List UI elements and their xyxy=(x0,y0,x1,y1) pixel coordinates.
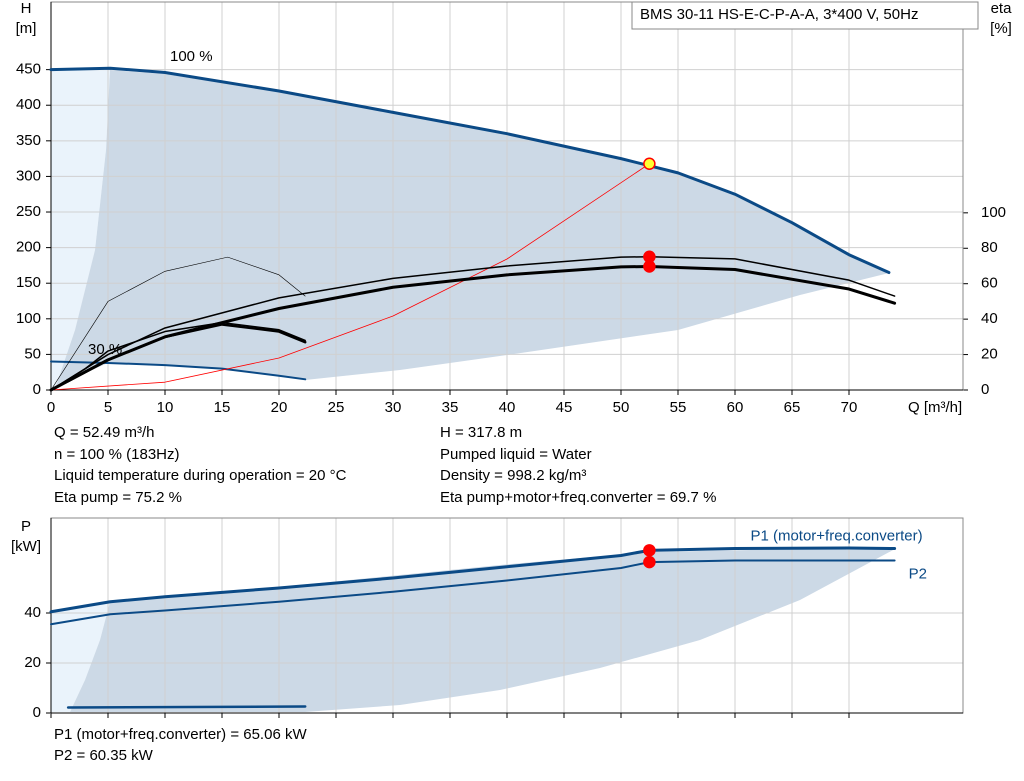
y-tick-label: 450 xyxy=(16,61,41,78)
curve xyxy=(50,360,307,381)
y-axis-label: P xyxy=(21,518,31,535)
info-text: Eta pump = 75.2 % xyxy=(54,489,182,506)
y-tick-label: 40 xyxy=(24,604,41,621)
info-text: Eta pump+motor+freq.converter = 69.7 % xyxy=(440,489,716,506)
y-tick-label: 100 xyxy=(16,310,41,327)
info-text: Pumped liquid = Water xyxy=(440,446,592,463)
y-axis-unit: [m] xyxy=(16,20,37,37)
y-tick-label: 0 xyxy=(33,704,41,721)
y-tick-label: 0 xyxy=(33,381,41,398)
curve xyxy=(50,256,896,391)
y2-tick-label: 80 xyxy=(981,239,998,256)
duty-point xyxy=(643,555,656,569)
y-tick-label: 150 xyxy=(16,274,41,291)
y-axis-unit: [kW] xyxy=(11,538,41,555)
x-tick-label: 20 xyxy=(271,399,288,416)
y2-tick-label: 0 xyxy=(981,381,989,398)
y-tick-label: 350 xyxy=(16,132,41,149)
x-tick-label: 30 xyxy=(385,399,402,416)
curve xyxy=(66,705,307,709)
x-tick-label: 60 xyxy=(727,399,744,416)
info-text: Q = 52.49 m³/h xyxy=(54,424,154,441)
chart-title: BMS 30-11 HS-E-C-P-A-A, 3*400 V, 50Hz xyxy=(640,6,918,23)
x-tick-label: 65 xyxy=(784,399,801,416)
x-tick-label: 10 xyxy=(157,399,174,416)
y-tick-label: 300 xyxy=(16,167,41,184)
x-tick-label: 45 xyxy=(556,399,573,416)
background-layer xyxy=(51,70,895,712)
x-tick-label: 55 xyxy=(670,399,687,416)
info-text: P1 (motor+freq.converter) = 65.06 kW xyxy=(54,726,307,743)
y2-axis-unit: [%] xyxy=(990,20,1012,37)
x-tick-label: 0 xyxy=(47,399,55,416)
title-box xyxy=(631,1,979,30)
x-tick-label: 35 xyxy=(442,399,459,416)
curve-label: P2 xyxy=(909,565,927,582)
curve xyxy=(66,323,307,383)
curve xyxy=(50,256,306,391)
x-tick-label: 15 xyxy=(214,399,231,416)
y2-tick-label: 60 xyxy=(981,275,998,292)
curve-label: P1 (motor+freq.converter) xyxy=(750,527,922,544)
y2-axis-label: eta xyxy=(991,0,1013,17)
y-axis-label: H xyxy=(21,0,32,17)
x-tick-label: 40 xyxy=(499,399,516,416)
annotation: 100 % xyxy=(170,48,213,65)
curve xyxy=(49,66,891,275)
duty-point xyxy=(643,260,656,273)
curve xyxy=(49,546,897,614)
x-tick-label: 50 xyxy=(613,399,630,416)
y2-tick-label: 100 xyxy=(981,204,1006,221)
light-range xyxy=(51,70,110,390)
y-tick-label: 400 xyxy=(16,96,41,113)
info-text: n = 100 % (183Hz) xyxy=(54,446,180,463)
duty-point xyxy=(643,157,656,170)
x-tick-label: 25 xyxy=(328,399,345,416)
x-tick-label: 5 xyxy=(104,399,112,416)
grid xyxy=(46,1,968,395)
info-text: P2 = 60.35 kW xyxy=(54,747,154,764)
info-text: H = 317.8 m xyxy=(440,424,522,441)
y-tick-label: 50 xyxy=(24,345,41,362)
operating-range xyxy=(55,70,889,389)
operating-range xyxy=(70,549,895,712)
info-text: Density = 998.2 kg/m³ xyxy=(440,467,586,484)
y2-tick-label: 40 xyxy=(981,310,998,327)
y-tick-label: 200 xyxy=(16,239,41,256)
y-tick-label: 250 xyxy=(16,203,41,220)
curve xyxy=(50,321,306,391)
curve xyxy=(50,163,650,391)
curve xyxy=(50,559,896,626)
x-axis-label: Q [m³/h] xyxy=(908,399,962,416)
x-tick-label: 70 xyxy=(841,399,858,416)
light-range xyxy=(51,602,110,712)
y-tick-label: 20 xyxy=(24,654,41,671)
y2-tick-label: 20 xyxy=(981,346,998,363)
info-text: Liquid temperature during operation = 20… xyxy=(54,467,347,484)
duty-point xyxy=(643,544,656,557)
annotation: 30 % xyxy=(88,341,122,358)
